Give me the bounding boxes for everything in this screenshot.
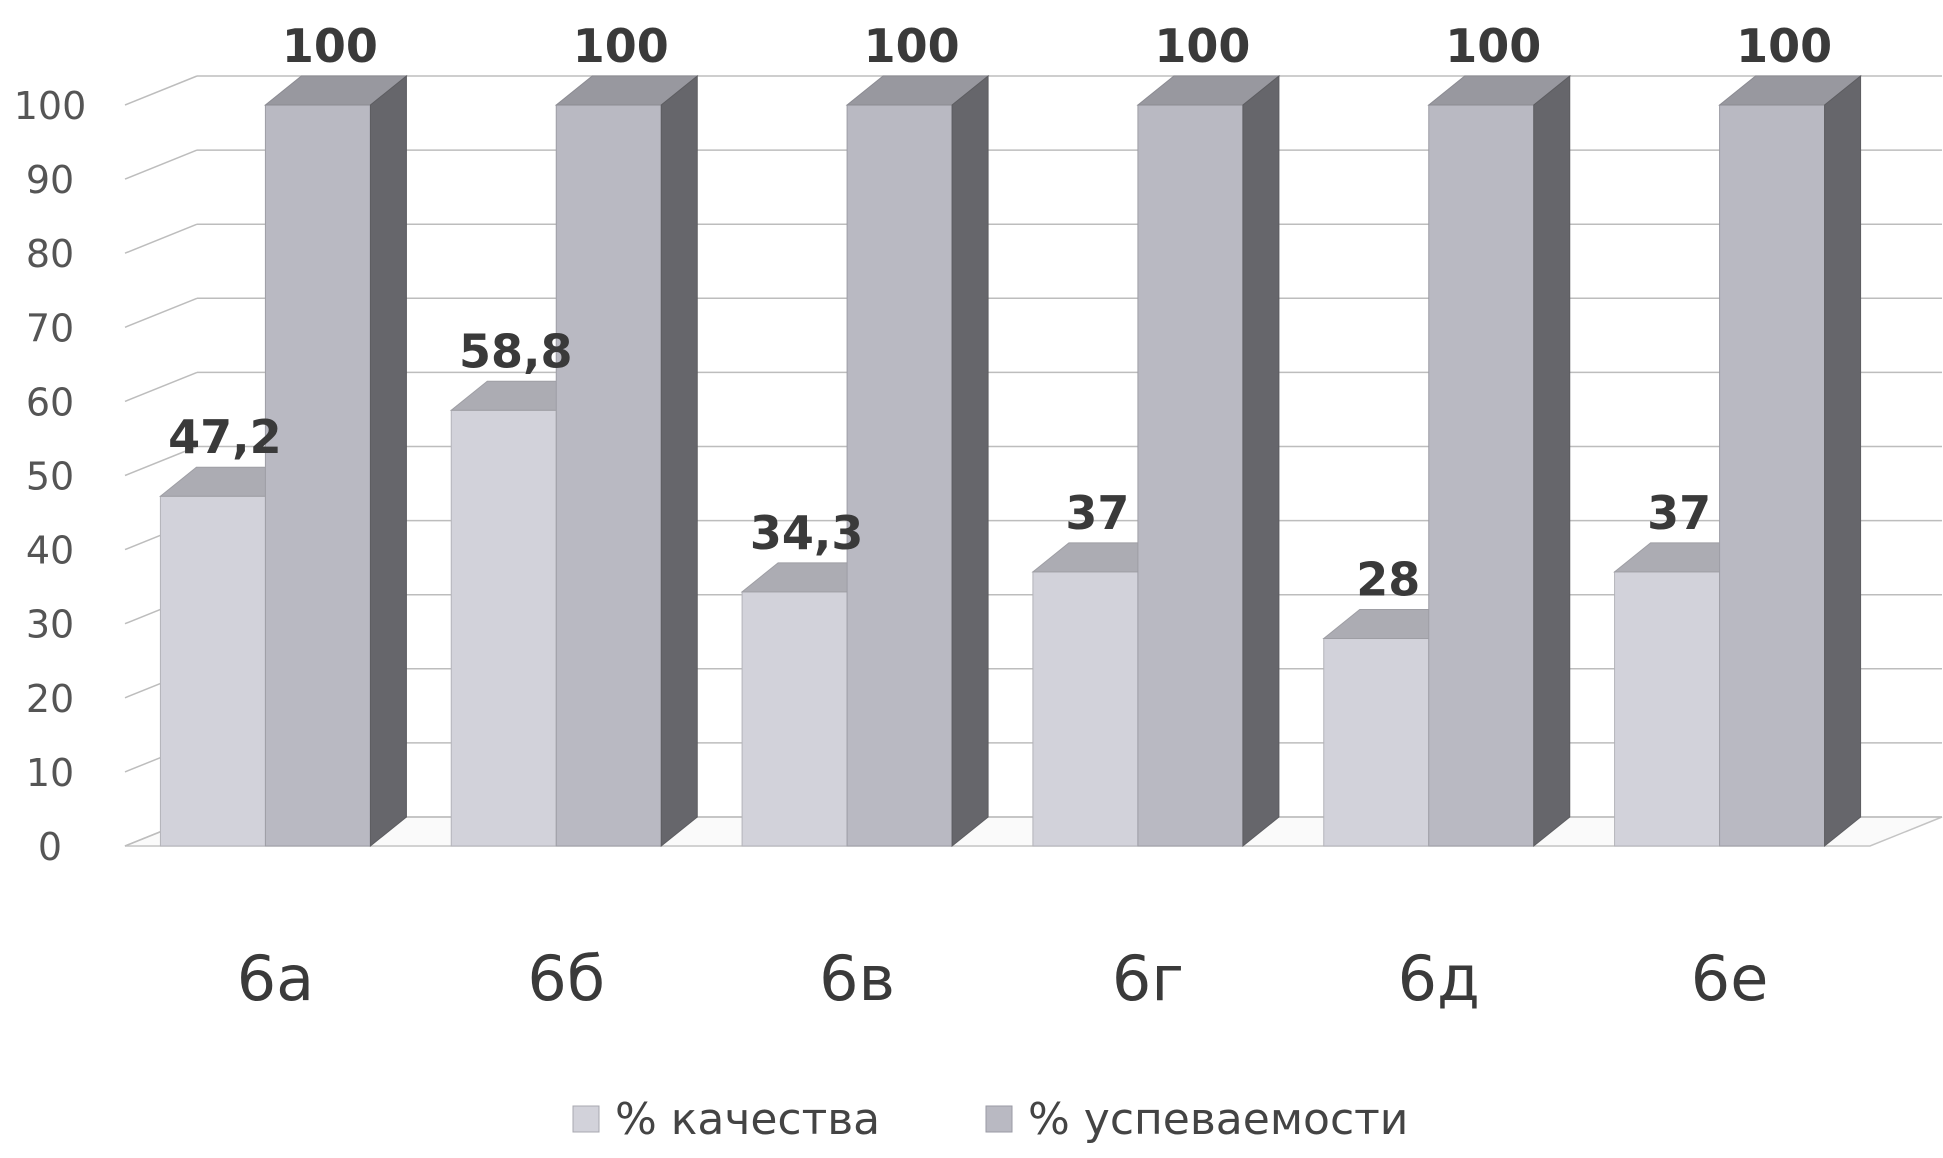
bar-front [264, 104, 371, 847]
bar-6д-progress [1427, 74, 1572, 848]
legend-label-progress: % успеваемости [1028, 1094, 1408, 1145]
legend: % качества % успеваемости [572, 1094, 1408, 1145]
bar-side [660, 74, 698, 848]
data-label: 100 [1154, 19, 1250, 73]
data-label: 100 [282, 19, 378, 73]
bar-front [450, 409, 557, 847]
x-tick-label: 6г [1112, 942, 1184, 1015]
bar-front [741, 591, 848, 847]
bar-front [1719, 104, 1826, 847]
bar-side [951, 74, 989, 848]
data-label: 58,8 [459, 324, 573, 378]
data-label: 28 [1356, 553, 1420, 607]
legend-swatch-quality [572, 1105, 600, 1133]
x-tick-label: 6д [1398, 942, 1480, 1015]
legend-swatch-progress [985, 1105, 1013, 1133]
gridline-depth [124, 75, 198, 106]
bar-front [1428, 104, 1535, 847]
bar-6г-progress [1136, 74, 1281, 848]
bar-6а-progress [263, 74, 408, 848]
y-tick-label: 60 [26, 380, 74, 424]
y-tick-label: 90 [26, 158, 74, 202]
bar-side [1533, 74, 1571, 848]
y-tick-label: 80 [26, 232, 74, 276]
bars [158, 74, 1863, 848]
bar-front [1137, 104, 1244, 847]
data-label: 37 [1065, 486, 1129, 540]
bar-6е-progress [1718, 74, 1863, 848]
legend-label-quality: % качества [615, 1094, 880, 1145]
data-label: 100 [573, 19, 669, 73]
data-label: 34,3 [750, 506, 864, 560]
gridline-depth [124, 297, 198, 328]
x-tick-label: 6б [527, 942, 605, 1015]
y-tick-label: 20 [26, 677, 74, 721]
gridline-depth [124, 223, 198, 254]
x-axis-ticks: 6а 6б 6в 6г 6д 6е [237, 942, 1769, 1015]
y-tick-label: 100 [14, 84, 87, 128]
data-label: 47,2 [168, 410, 282, 464]
bar-6д-quality [1322, 609, 1467, 847]
x-tick-label: 6е [1691, 942, 1769, 1015]
data-labels: 47,2 100 58,8 100 34,3 100 37 100 28 100 37 100 [168, 19, 1832, 607]
data-label: 100 [1445, 19, 1541, 73]
data-label: 100 [1736, 19, 1832, 73]
y-tick-label: 10 [26, 751, 74, 795]
x-tick-label: 6в [819, 942, 895, 1015]
gridline-depth [124, 445, 198, 477]
bar-front [1032, 571, 1139, 847]
bar-front [159, 495, 266, 847]
data-label: 37 [1647, 486, 1711, 540]
bar-front [1614, 571, 1721, 847]
bar-front [846, 104, 953, 847]
bar-side [1242, 74, 1280, 848]
bar-front [1323, 638, 1430, 847]
x-tick-label: 6а [237, 942, 314, 1015]
bar-6б-progress [554, 74, 699, 848]
bar-side [1824, 74, 1862, 848]
bar-6в-quality [740, 562, 885, 847]
gridline-depth [124, 371, 198, 403]
bar-side [369, 74, 407, 848]
y-tick-label: 50 [26, 455, 74, 499]
data-label: 100 [864, 19, 960, 73]
y-tick-label: 0 [38, 825, 62, 869]
y-tick-label: 70 [26, 306, 74, 350]
bar-front [555, 104, 662, 847]
bar-6в-progress [845, 74, 990, 848]
y-axis-ticks: 0 10 20 30 40 50 60 70 80 90 100 [14, 84, 87, 869]
gridline-depth [124, 149, 198, 180]
y-tick-label: 40 [26, 529, 74, 573]
y-tick-label: 30 [26, 603, 74, 647]
